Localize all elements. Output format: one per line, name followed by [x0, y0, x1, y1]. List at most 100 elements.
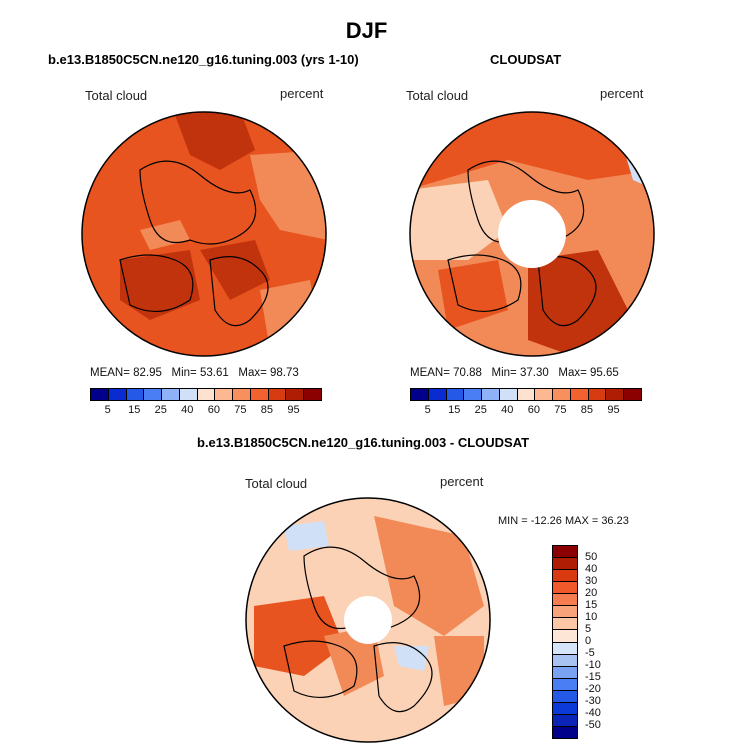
map-field-moderate: [250, 150, 326, 240]
colorbar-model-labels: 5 15 25 40 60 75 85 95: [90, 404, 320, 418]
coastline-arctic: [139, 160, 257, 245]
panel-cloudsat-units: percent: [600, 86, 644, 101]
map-field-high: [254, 596, 344, 676]
map-boundary: [81, 111, 327, 357]
colorbar-difference-swatch: [553, 630, 577, 643]
figure-title: DJF: [345, 18, 388, 43]
colorbar-cloudsat-tick-label: 5: [424, 404, 431, 416]
coastline-europe: [209, 256, 269, 327]
colorbar-difference-tick-label: 20: [585, 587, 598, 599]
panel-model-header: b.e13.B1850C5CN.ne120_g16.tuning.003 (yr…: [48, 52, 359, 67]
colorbar-difference-tick-label: -40: [585, 707, 601, 719]
colorbar-difference-swatch: [553, 666, 577, 679]
colorbar-cloudsat-swatch: [411, 389, 429, 400]
panel-difference-units: percent: [440, 474, 484, 489]
map-field-high: [175, 112, 255, 170]
colorbar-model-swatch: [286, 389, 305, 400]
colorbar-cloudsat-swatch: [446, 389, 465, 400]
colorbar-model-swatch: [91, 389, 109, 400]
colorbar-cloudsat-swatch: [499, 389, 518, 400]
panel-cloudsat-variable: Total cloud: [406, 88, 469, 103]
colorbar-cloudsat-tick-label: 25: [474, 404, 487, 416]
colorbar-cloudsat: [410, 388, 642, 401]
max-value: 95.65: [590, 367, 619, 379]
colorbar-difference-swatch: [553, 606, 577, 619]
panel-difference-stats: MIN = -12.26 MAX = 36.23: [498, 515, 629, 527]
colorbar-difference-tick-label: 15: [585, 599, 598, 611]
colorbar-difference-tick-label: 40: [585, 563, 598, 575]
map-boundary: [245, 497, 491, 743]
colorbar-difference-swatch: [553, 618, 577, 631]
colorbar-model-swatch: [179, 389, 198, 400]
colorbar-cloudsat-tick-label: 60: [527, 404, 540, 416]
panel-cloudsat-header: CLOUDSAT: [490, 52, 562, 67]
colorbar-model-tick-label: 85: [260, 404, 274, 416]
colorbar-cloudsat-labels: 5 15 25 40 60 75 85 95: [410, 404, 640, 418]
colorbar-difference-tick-label: -30: [585, 695, 601, 707]
map-field-high: [120, 250, 200, 320]
colorbar-difference-swatch: [553, 726, 577, 738]
colorbar-model-tick-label: 75: [234, 404, 247, 416]
colorbar-model-swatch: [215, 389, 234, 400]
min-value: 37.30: [519, 367, 549, 379]
colorbar-difference-swatch: [553, 582, 577, 595]
coastline-europe: [537, 256, 597, 327]
colorbar-difference-tick-label: -10: [585, 659, 601, 671]
max-label: Max=: [558, 367, 587, 379]
colorbar-cloudsat-tick-label: 85: [580, 404, 594, 416]
min-value: 53.61: [199, 367, 229, 379]
polar-map-model: [81, 111, 327, 357]
mean-label: MEAN=: [90, 367, 130, 379]
colorbar-difference-labels: 50 40 30 20 15 10 5 0 -5 -10 -15 -20 -30 -40 -50: [585, 545, 625, 737]
colorbar-difference-tick-label: -50: [585, 719, 601, 731]
colorbar-model-swatch: [304, 389, 321, 400]
colorbar-cloudsat-swatch: [570, 389, 589, 400]
map-field-moderate: [260, 280, 320, 350]
panel-cloudsat-stats: MEAN= 70.88 Min= 37.30 Max= 95.65: [410, 367, 619, 379]
colorbar-model-tick-label: 60: [207, 404, 220, 416]
colorbar-cloudsat-swatch: [606, 389, 625, 400]
colorbar-model-swatch: [126, 389, 145, 400]
panel-difference-header: b.e13.B1850C5CN.ne120_g16.tuning.003 - C…: [197, 435, 530, 450]
colorbar-difference-tick-label: -5: [585, 647, 595, 659]
coastline-greenland: [119, 254, 194, 313]
coastline-greenland: [283, 640, 358, 699]
colorbar-difference-tick-label: 0: [585, 635, 592, 647]
panel-model-stats: MEAN= 82.95 Min= 53.61 Max= 98.73: [90, 367, 299, 379]
colorbar-model-swatch: [108, 389, 127, 400]
map-field-low: [410, 180, 508, 260]
colorbar-model-swatch: [268, 389, 287, 400]
colorbar-difference-swatch: [553, 714, 577, 727]
polar-data-gap: [498, 200, 566, 268]
colorbar-difference-tick-label: -15: [585, 671, 601, 683]
colorbar-difference-swatch: [553, 654, 577, 667]
map-field-high: [528, 250, 628, 356]
colorbar-difference-swatch: [553, 570, 577, 583]
colorbar-model-swatch: [233, 389, 251, 400]
map-field-moderate: [374, 516, 484, 636]
map-field-high: [438, 260, 508, 330]
coastline-arctic: [303, 546, 421, 631]
colorbar-model-swatch: [250, 389, 269, 400]
colorbar-difference-swatch: [553, 558, 577, 571]
colorbar-cloudsat-tick-label: 40: [501, 404, 514, 416]
colorbar-model-tick-label: 15: [128, 404, 141, 416]
min-label: Min=: [171, 367, 197, 379]
colorbar-cloudsat-swatch: [535, 389, 554, 400]
max-label: Max=: [238, 367, 267, 379]
coastline-greenland: [447, 254, 522, 313]
colorbar-model-tick-label: 40: [181, 404, 194, 416]
colorbar-difference-swatch: [553, 690, 577, 703]
colorbar-cloudsat-tick-label: 95: [607, 404, 620, 416]
colorbar-cloudsat-tick-label: 15: [448, 404, 461, 416]
colorbar-model-tick-label: 25: [154, 404, 167, 416]
colorbar-model-swatch: [162, 389, 180, 400]
colorbar-difference-swatch: [553, 678, 577, 691]
colorbar-model-tick-label: 95: [287, 404, 300, 416]
colorbar-cloudsat-swatch: [553, 389, 571, 400]
colorbar-cloudsat-swatch: [482, 389, 500, 400]
max-value: 98.73: [270, 367, 299, 379]
colorbar-difference-swatch: [553, 546, 577, 559]
colorbar-difference-tick-label: 5: [585, 623, 592, 635]
colorbar-cloudsat-swatch: [464, 389, 483, 400]
